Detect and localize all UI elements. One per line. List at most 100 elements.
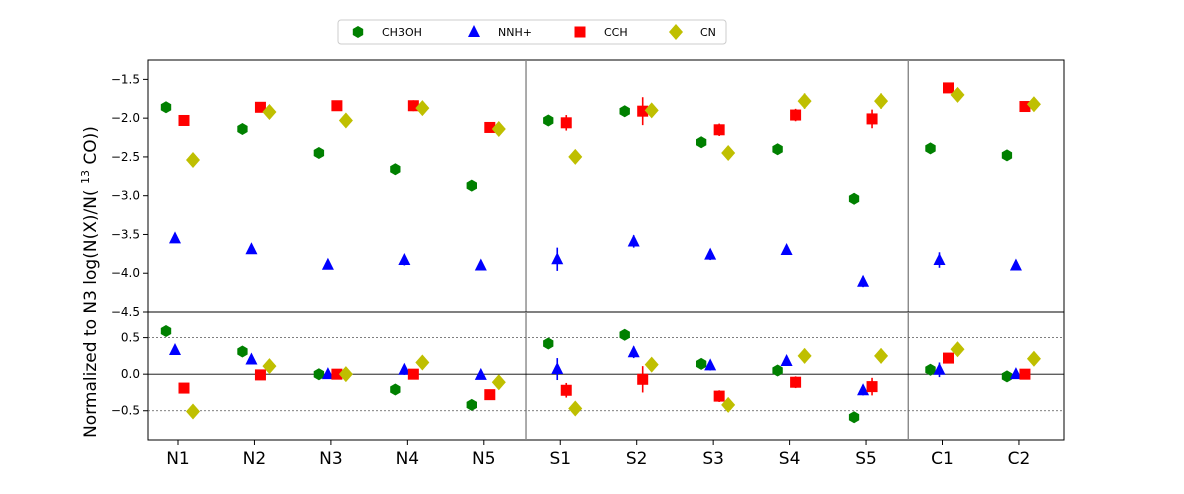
top-panel-frame (147, 59, 1065, 313)
data-point-cn (491, 374, 506, 391)
data-point-nnh (169, 231, 181, 244)
data-point-cch (484, 121, 496, 133)
y-axis-label-pre: log(N(X)/N( (81, 189, 101, 284)
data-point-nnh (627, 234, 640, 247)
data-point-cn (1026, 350, 1041, 367)
data-point-cn (721, 396, 736, 413)
x-tick-label: N2 (243, 449, 267, 469)
data-point-cn (644, 102, 659, 119)
top-panel-ytick-label: −4.5 (111, 305, 140, 319)
data-point-nnh (398, 253, 411, 266)
data-point-nnh (627, 345, 640, 358)
x-tick-label: C1 (931, 449, 954, 469)
data-point-ch3oh (925, 142, 936, 155)
data-point-ch3oh (848, 411, 860, 424)
legend-label: CN (700, 26, 716, 39)
data-point-ch3oh (313, 368, 325, 381)
data-point-ch3oh (619, 328, 630, 341)
data-point-cn (186, 403, 200, 420)
y-axis-label-main: Normalized to N3 (81, 290, 101, 438)
data-point-nnh (1009, 258, 1022, 271)
data-point-ch3oh (1001, 370, 1013, 383)
legend-label: CCH (604, 26, 628, 39)
data-point-ch3oh (466, 398, 477, 411)
data-point-cch (943, 82, 954, 94)
legend-label: CH3OH (382, 26, 422, 39)
data-point-cch (407, 368, 419, 380)
data-point-ch3oh (313, 147, 325, 159)
data-point-nnh (551, 252, 564, 265)
data-point-ch3oh (466, 179, 477, 192)
data-point-nnh (933, 253, 946, 266)
data-point-cch (254, 101, 266, 113)
top-panel-ytick-label: −3.0 (111, 189, 140, 203)
x-tick-label: N1 (166, 449, 190, 469)
data-point-nnh (321, 257, 334, 270)
data-point-cn (950, 341, 965, 358)
data-point-cn (874, 347, 889, 364)
data-point-cch (1019, 368, 1031, 380)
legend-marker-ch3oh (352, 26, 364, 38)
top-panel-ytick-label: −3.5 (111, 227, 140, 241)
data-point-cn (797, 347, 812, 364)
bottom-panel-ytick-label: 0.0 (121, 367, 140, 381)
data-point-cn (950, 86, 965, 103)
x-axis: N1 N2 N3 N4 N5 S1 S2 S3 S4 S5 C1 C2 (166, 440, 1030, 469)
data-point-cch (866, 113, 878, 125)
data-point-cch (866, 381, 878, 393)
bottom-panel-ytick-label: 0.5 (121, 331, 140, 345)
data-point-nnh (780, 354, 793, 367)
data-point-cn (338, 112, 353, 129)
data-point-cch (560, 117, 572, 129)
data-point-cn (644, 356, 659, 373)
data-point-cch (331, 368, 343, 380)
data-point-cch (560, 384, 572, 396)
y-axis-label-sup: 13 (79, 170, 92, 184)
legend: CH3OH NNH+ CCH CN (337, 19, 727, 45)
x-tick-label: S4 (779, 449, 801, 469)
data-point-nnh (780, 242, 793, 255)
data-point-ch3oh (772, 364, 783, 377)
data-point-nnh (398, 362, 411, 375)
x-tick-label: S5 (855, 449, 877, 469)
data-point-ch3oh (160, 101, 172, 114)
data-point-cn (874, 93, 889, 110)
data-point-nnh (704, 247, 717, 260)
bottom-panel-frame (147, 311, 1065, 441)
data-point-cch (637, 373, 649, 385)
data-point-nnh (551, 362, 564, 375)
data-point-cch (790, 109, 802, 121)
top-panel-ytick-label: −2.5 (111, 150, 140, 164)
data-point-nnh (321, 367, 334, 380)
data-point-nnh (245, 352, 258, 365)
data-point-ch3oh (390, 383, 401, 396)
data-point-cch (1019, 101, 1031, 113)
data-point-ch3oh (772, 143, 783, 156)
data-point-ch3oh (543, 114, 554, 127)
top-panel: −1.5 −2.0 −2.5 −3.0 −3.5 −4.0 −4.5 (111, 59, 1065, 319)
y-axis-label-post: CO)) (81, 126, 101, 165)
data-point-cch (484, 389, 496, 401)
top-panel-ytick-label: −4.0 (111, 266, 140, 280)
data-point-cn (721, 145, 736, 162)
y-axis-label: Normalized to N3 log(N(X)/N( 13 CO)) (74, 126, 101, 438)
data-point-cch (713, 124, 725, 136)
top-panel-ytick-label: −2.0 (111, 111, 140, 125)
data-point-nnh (857, 274, 870, 287)
data-point-ch3oh (696, 357, 707, 370)
bottom-panel: 0.5 0.0 −0.5 (111, 311, 1065, 441)
x-tick-label: N4 (396, 449, 420, 469)
data-point-ch3oh (160, 325, 172, 337)
data-point-ch3oh (848, 192, 860, 205)
legend-label: NNH+ (498, 26, 532, 39)
legend-marker-cch (574, 26, 586, 38)
data-point-nnh (933, 362, 946, 375)
bottom-panel-ytick-label: −0.5 (111, 404, 140, 418)
data-point-nnh (474, 258, 487, 271)
legend-marker-nnh (468, 25, 480, 37)
data-point-cch (178, 114, 190, 126)
data-point-nnh (245, 242, 258, 255)
data-point-cn (568, 400, 583, 417)
data-point-cch (637, 105, 649, 117)
